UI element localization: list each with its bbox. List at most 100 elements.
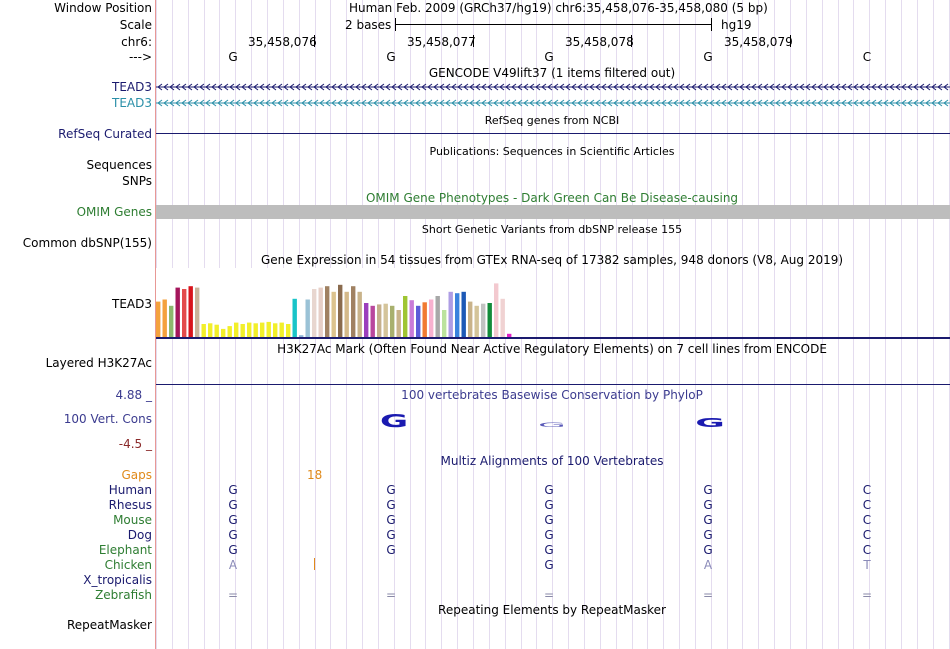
alignment-base: G [386,513,396,527]
gtex-tissue-bar[interactable] [247,322,252,338]
gtex-tissue-bar[interactable] [481,303,486,338]
refseq-line[interactable] [156,133,950,134]
gtex-tissue-bar[interactable] [435,296,440,338]
grid-line [679,0,681,649]
gtex-tissue-bar[interactable] [429,299,434,339]
gtex-tissue-bar[interactable] [377,304,382,338]
gtex-baseline [156,337,950,339]
gencode-transcript-1[interactable] [156,83,950,91]
gtex-tissue-bar[interactable] [221,328,226,338]
gtex-tissue-bar[interactable] [227,326,232,338]
grid-line [710,0,712,649]
track-label-omim[interactable]: OMIM Genes [76,205,152,219]
gtex-tissue-bar[interactable] [325,286,330,338]
track-label-refseq[interactable]: RefSeq Curated [58,127,152,141]
gap-count: 18 [307,468,323,482]
reference-base: G [228,50,238,64]
gtex-tissue-bar[interactable] [474,305,479,338]
gtex-tissue-bar[interactable] [292,298,297,338]
gtex-tissue-bar[interactable] [487,303,492,338]
gtex-tissue-bar[interactable] [162,299,167,339]
gtex-tissue-bar[interactable] [208,323,213,338]
gtex-tissue-bar[interactable] [266,321,271,338]
gtex-tissue-bar[interactable] [461,291,466,338]
gtex-tissue-bar[interactable] [318,287,323,338]
track-label-tead3-gencode-alt[interactable]: TEAD3 [112,96,152,110]
species-label-mouse: Mouse [113,513,152,527]
gtex-bar-chart[interactable] [156,268,536,338]
gencode-gene-tracks[interactable] [156,82,950,112]
gtex-tissue-bar[interactable] [195,287,200,338]
omim-bar[interactable] [156,205,950,219]
gtex-tissue-bar[interactable] [273,323,278,338]
alignment-base: A [228,558,238,572]
gtex-tissue-bar[interactable] [312,289,317,338]
gtex-tissue-bar[interactable] [279,322,284,338]
gtex-tissue-bar[interactable] [305,299,310,339]
gtex-tissue-bar[interactable] [390,305,395,338]
phylop-logo-g2: G [538,422,566,429]
gtex-tissue-bar[interactable] [351,286,356,338]
coordinate-label: 35,458,076 [248,35,317,49]
gtex-tissue-bar[interactable] [357,291,362,338]
h3k27ac-baseline [156,384,950,385]
phylop-title: 100 vertebrates Basewise Conservation by… [401,388,703,402]
alignment-base: G [544,483,554,497]
grid-line [853,0,855,649]
gtex-tissue-bar[interactable] [455,293,460,338]
track-label-snps[interactable]: SNPs [122,174,152,188]
species-label-human: Human [108,483,152,497]
phylop-logo-g1: G [380,411,408,431]
alignment-base: G [228,498,238,512]
grid-line [726,0,728,649]
gtex-tissue-bar[interactable] [260,322,265,338]
grid-line [615,0,617,649]
track-label-cons[interactable]: 100 Vert. Cons [63,412,152,426]
gtex-tissue-bar[interactable] [182,289,187,338]
gtex-tissue-bar[interactable] [422,302,427,338]
gencode-transcript-2[interactable] [156,99,950,107]
gtex-tissue-bar[interactable] [169,305,174,338]
track-label-tead3-gencode[interactable]: TEAD3 [112,80,152,94]
gtex-tissue-bar[interactable] [214,324,219,338]
track-label-h3k27ac[interactable]: Layered H3K27Ac [45,356,152,370]
gtex-tissue-bar[interactable] [344,291,349,338]
grid-line [647,0,649,649]
gtex-tissue-bar[interactable] [468,301,473,338]
label-divider [155,0,156,649]
gtex-tissue-bar[interactable] [403,296,408,338]
gtex-tissue-bar[interactable] [416,305,421,338]
alignment-base: C [862,528,872,542]
gtex-tissue-bar[interactable] [383,303,388,338]
grid-line [774,0,776,649]
gtex-tissue-bar[interactable] [370,305,375,338]
grid-line [663,0,665,649]
gtex-tissue-bar[interactable] [364,303,369,338]
chr-label: chr6: [121,35,152,49]
gtex-tissue-bar[interactable] [175,287,180,338]
gtex-tissue-bar[interactable] [299,335,304,338]
gtex-tissue-bar[interactable] [442,310,447,338]
gtex-tissue-bar[interactable] [494,283,499,338]
gtex-tissue-bar[interactable] [253,323,258,338]
track-label-repeatmasker[interactable]: RepeatMasker [66,618,152,632]
gtex-tissue-bar[interactable] [188,286,193,338]
gtex-tissue-bar[interactable] [396,310,401,338]
gtex-tissue-bar[interactable] [286,324,291,338]
gtex-tissue-bar[interactable] [507,333,512,338]
gtex-tissue-bar[interactable] [448,291,453,338]
gtex-tissue-bar[interactable] [409,300,414,338]
track-label-gtex[interactable]: TEAD3 [112,297,152,311]
gtex-tissue-bar[interactable] [234,322,239,338]
gtex-tissue-bar[interactable] [201,324,206,338]
gtex-tissue-bar[interactable] [156,301,161,338]
track-label-dbsnp[interactable]: Common dbSNP(155) [22,236,152,250]
gtex-tissue-bar[interactable] [500,298,505,338]
window-position-label: Window Position [54,1,152,15]
gtex-tissue-bar[interactable] [331,291,336,338]
alignment-base: = [702,588,714,602]
gtex-tissue-bar[interactable] [338,284,343,338]
phylop-logo[interactable]: G G G [156,405,950,435]
track-label-sequences[interactable]: Sequences [86,158,152,172]
gtex-tissue-bar[interactable] [240,324,245,338]
